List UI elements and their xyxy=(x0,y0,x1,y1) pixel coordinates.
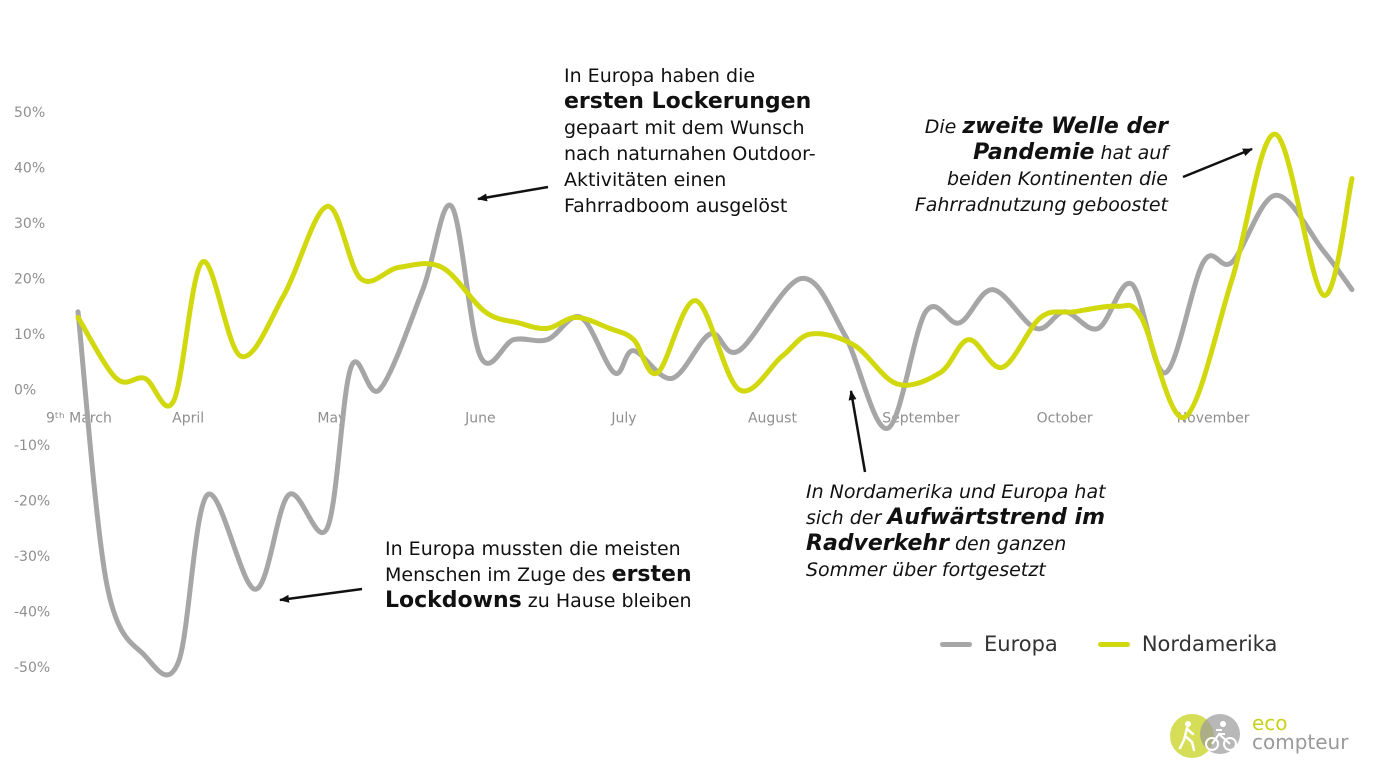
annotation-zweite-welle: Die zweite Welle der Pandemie hat auf be… xyxy=(914,114,1168,216)
legend-label-nordamerika: Nordamerika xyxy=(1141,632,1278,656)
arrow-aufwaertstrend xyxy=(848,390,867,473)
series-line-europa xyxy=(75,192,1355,678)
x-tick-label: September xyxy=(882,411,960,427)
y-tick-label: -20% xyxy=(14,494,50,510)
y-tick-label: 10% xyxy=(14,327,45,343)
logo-icon xyxy=(1170,714,1240,758)
x-tick-label: 9ᵗʰ March xyxy=(46,411,112,427)
annotation-lockerungen: In Europa haben die ersten Lockerungen g… xyxy=(564,65,816,217)
legend-label-europa: Europa xyxy=(984,632,1058,656)
arrow-lockdown xyxy=(279,587,363,603)
x-tick-label: July xyxy=(610,411,636,427)
y-tick-label: 20% xyxy=(14,272,45,288)
y-tick-label: -50% xyxy=(14,660,50,676)
y-tick-label: 30% xyxy=(14,216,45,232)
y-axis: 50% 40% 30% 20% 10% 0% -10% -20% -30% -40% -50% xyxy=(14,105,50,676)
arrow-lockerungen xyxy=(477,185,549,202)
x-tick-label: August xyxy=(748,411,798,427)
y-tick-label: 50% xyxy=(14,105,45,121)
logo-text-eco: eco xyxy=(1252,711,1288,735)
legend-item-nordamerika: Nordamerika xyxy=(1097,632,1278,656)
series-line-nordamerika xyxy=(75,131,1355,420)
x-tick-label: October xyxy=(1037,411,1093,427)
y-tick-label: -40% xyxy=(14,605,50,621)
y-tick-label: -10% xyxy=(14,438,50,454)
arrow-zweite-welle xyxy=(1182,147,1253,179)
legend-swatch-nordamerika xyxy=(1097,641,1130,647)
x-tick-label: November xyxy=(1177,411,1250,427)
x-tick-label: April xyxy=(172,411,204,427)
y-tick-label: 40% xyxy=(14,161,45,177)
x-tick-label: June xyxy=(464,411,496,427)
annotation-aufwaertstrend: In Nordamerika und Europa hat sich der A… xyxy=(806,481,1106,581)
x-axis: 9ᵗʰ March April May June July August September… xyxy=(46,411,1250,427)
legend-item-europa: Europa xyxy=(940,632,1058,656)
legend-swatch-europa xyxy=(940,641,972,647)
y-tick-label: 0% xyxy=(14,383,36,399)
eco-compteur-logo: eco compteur xyxy=(1168,712,1368,762)
chart-legend: Europa Nordamerika xyxy=(940,632,1317,656)
x-tick-label: May xyxy=(317,411,346,427)
series-layer xyxy=(75,131,1355,678)
logo-text-compteur: compteur xyxy=(1252,730,1349,754)
annotation-arrows xyxy=(279,147,1253,603)
annotation-lockdown: In Europa mussten die meisten Menschen i… xyxy=(385,538,692,613)
logo-text: eco compteur xyxy=(1252,711,1349,754)
y-tick-label: -30% xyxy=(14,549,50,565)
